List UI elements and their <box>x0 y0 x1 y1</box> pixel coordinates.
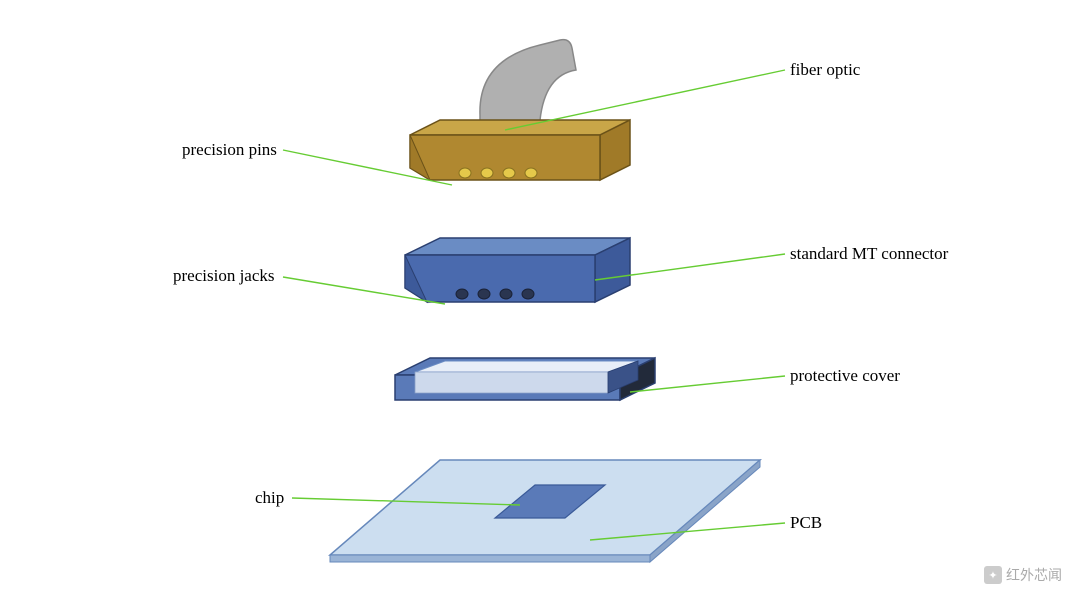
pcb-assembly <box>330 460 760 562</box>
label-chip: chip <box>255 488 284 508</box>
protective-cover <box>395 358 655 400</box>
fiber-connector-block <box>410 120 630 180</box>
watermark-text: 红外芯闻 <box>1006 565 1062 585</box>
label-standard-mt: standard MT connector <box>790 244 948 264</box>
label-protective: protective cover <box>790 366 900 386</box>
wechat-icon: ✦ <box>984 566 1002 584</box>
label-precision-pins: precision pins <box>182 140 277 160</box>
fiber-optic-curve <box>480 40 576 130</box>
watermark: ✦ 红外芯闻 <box>984 565 1062 585</box>
label-pcb: PCB <box>790 513 822 533</box>
label-precision-jacks: precision jacks <box>173 266 275 286</box>
mt-connector-block <box>405 238 630 302</box>
label-fiber-optic: fiber optic <box>790 60 860 80</box>
